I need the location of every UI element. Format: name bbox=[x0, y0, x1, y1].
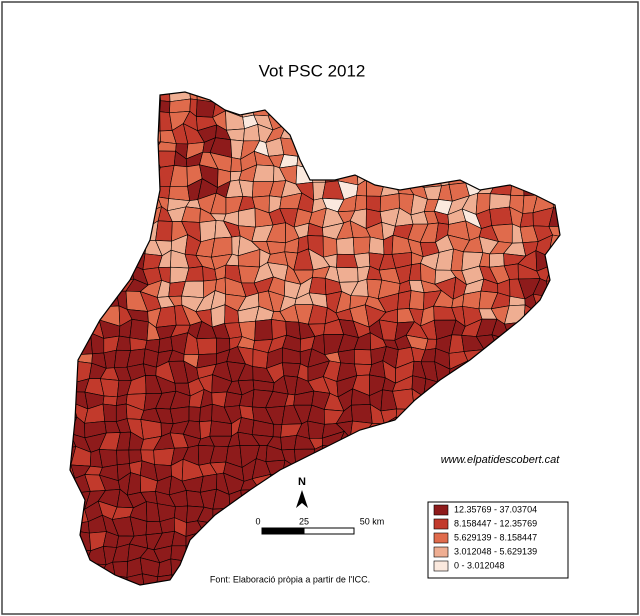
scale-bar bbox=[303, 527, 355, 535]
legend-box bbox=[427, 501, 569, 579]
municipality bbox=[98, 449, 118, 468]
municipality bbox=[223, 391, 243, 408]
municipality bbox=[211, 236, 233, 258]
municipality bbox=[237, 207, 256, 228]
municipality bbox=[196, 337, 217, 355]
legend-swatch bbox=[433, 560, 449, 572]
legend: 12.35769 - 37.03704 8.158447 - 12.35769 5.… bbox=[433, 504, 537, 572]
municipality bbox=[336, 237, 355, 255]
source-note: Font: Elaboració pròpia a partir de l'IC… bbox=[210, 574, 370, 584]
municipality bbox=[350, 404, 373, 424]
municipality bbox=[168, 185, 191, 202]
legend-label: 3.012048 - 5.629139 bbox=[454, 546, 537, 556]
municipality bbox=[489, 206, 513, 226]
municipality bbox=[368, 236, 385, 255]
municipality bbox=[129, 318, 149, 341]
municipality bbox=[181, 280, 205, 299]
municipality bbox=[354, 363, 372, 376]
municipality bbox=[145, 521, 163, 536]
municipality bbox=[548, 207, 560, 227]
municipality bbox=[336, 267, 359, 283]
legend-label: 12.35769 - 37.03704 bbox=[454, 504, 537, 514]
municipality bbox=[188, 406, 201, 423]
municipality bbox=[254, 319, 273, 341]
municipality bbox=[252, 164, 275, 182]
municipality bbox=[354, 195, 367, 212]
municipality bbox=[408, 290, 425, 310]
legend-label: 8.158447 - 12.35769 bbox=[454, 518, 537, 528]
north-arrow bbox=[296, 490, 308, 508]
scale-bar bbox=[261, 527, 305, 535]
legend-swatch bbox=[433, 546, 449, 558]
north-label: N bbox=[298, 476, 306, 488]
municipality bbox=[307, 420, 325, 439]
municipality bbox=[322, 235, 338, 258]
municipality bbox=[352, 236, 371, 255]
municipality bbox=[155, 220, 173, 242]
municipality bbox=[450, 248, 464, 272]
municipality bbox=[548, 226, 560, 238]
legend-label: 5.629139 - 8.158447 bbox=[454, 532, 537, 542]
municipality bbox=[280, 435, 297, 451]
municipality bbox=[140, 419, 162, 440]
municipality bbox=[252, 348, 269, 369]
municipality bbox=[102, 403, 117, 422]
scale-label: 0 bbox=[255, 516, 260, 526]
municipality bbox=[116, 449, 130, 466]
municipality bbox=[159, 100, 171, 114]
website: www.elpatidescobert.cat bbox=[441, 454, 561, 466]
legend-swatch bbox=[433, 518, 449, 530]
legend-swatch bbox=[433, 504, 449, 516]
legend-label: 0 - 3.012048 bbox=[454, 560, 505, 570]
legend-swatch bbox=[433, 532, 449, 544]
municipality bbox=[489, 253, 505, 268]
municipality bbox=[169, 98, 191, 114]
municipality bbox=[308, 276, 327, 296]
municipality bbox=[354, 349, 372, 365]
municipality bbox=[209, 420, 232, 437]
municipality bbox=[337, 349, 355, 365]
municipality bbox=[230, 157, 242, 173]
municipality bbox=[115, 335, 131, 351]
municipality bbox=[158, 336, 173, 353]
municipality bbox=[281, 362, 301, 378]
scale-label: 50 km bbox=[360, 516, 385, 526]
region-outline bbox=[69, 91, 561, 586]
scale-label: 25 bbox=[299, 516, 309, 526]
map-title: Vot PSC 2012 bbox=[259, 61, 366, 80]
